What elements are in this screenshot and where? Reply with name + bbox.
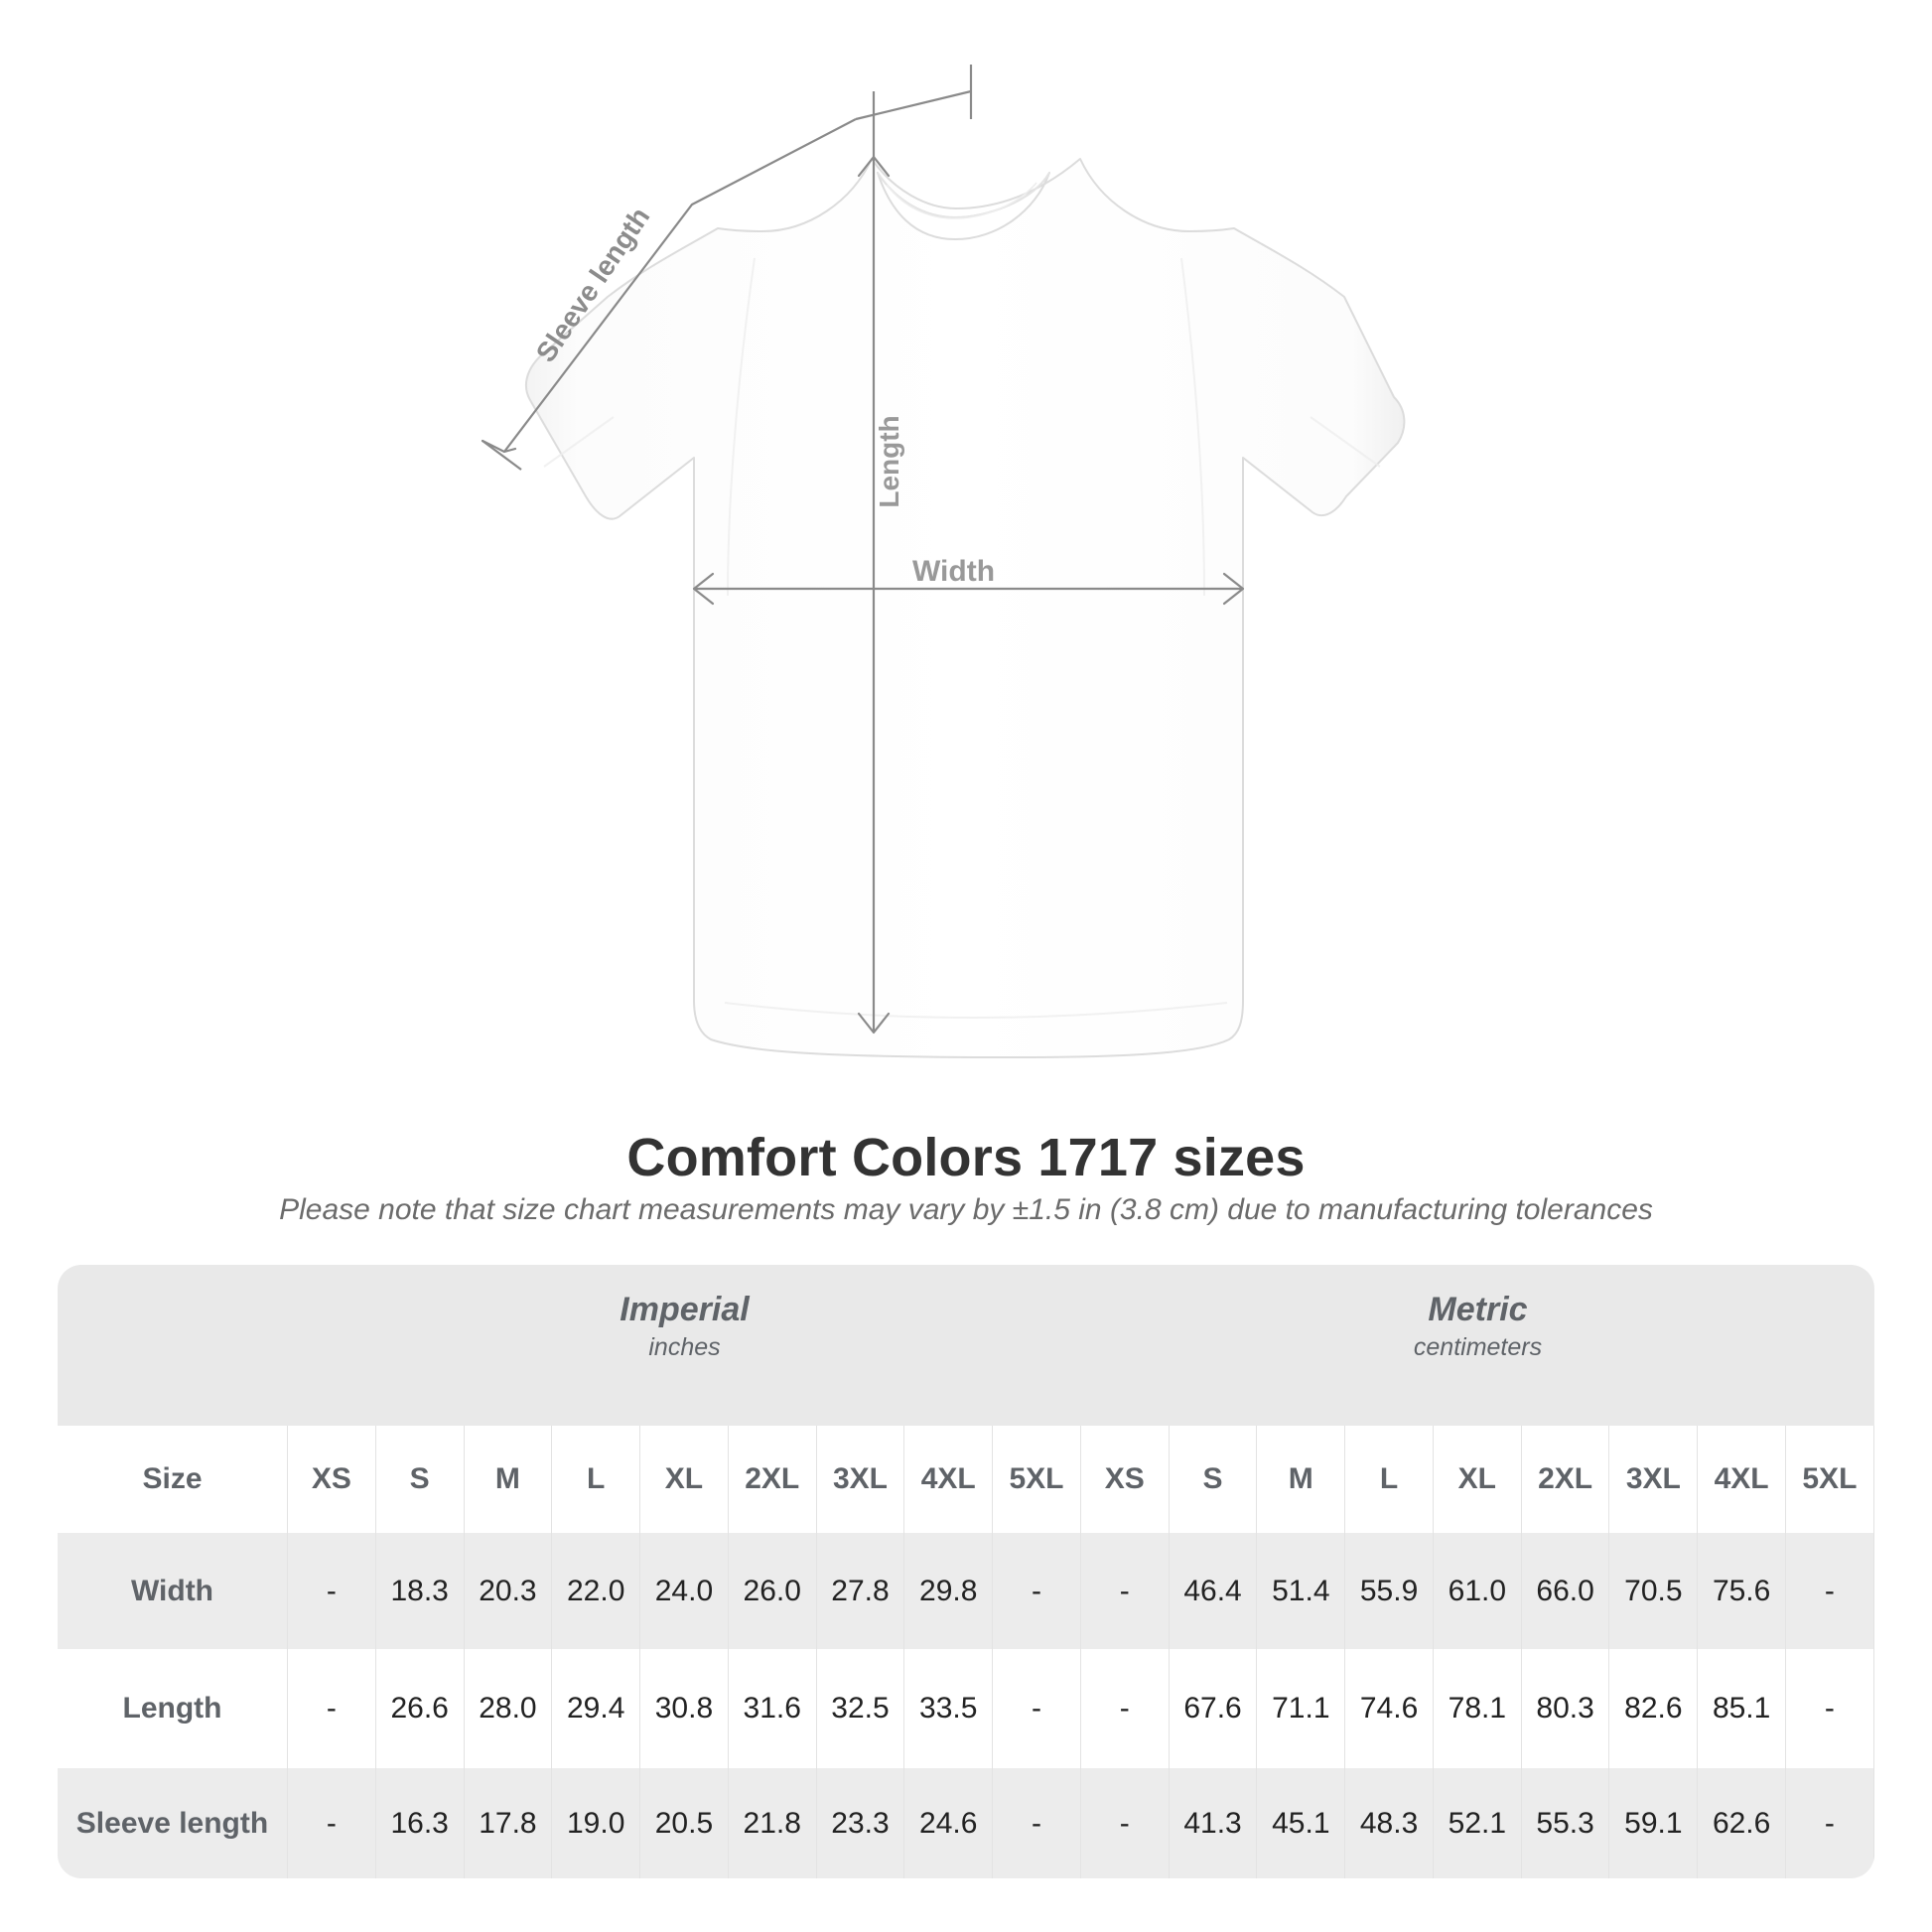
svg-text:Length: Length (874, 415, 904, 507)
svg-text:Width: Width (912, 555, 995, 588)
